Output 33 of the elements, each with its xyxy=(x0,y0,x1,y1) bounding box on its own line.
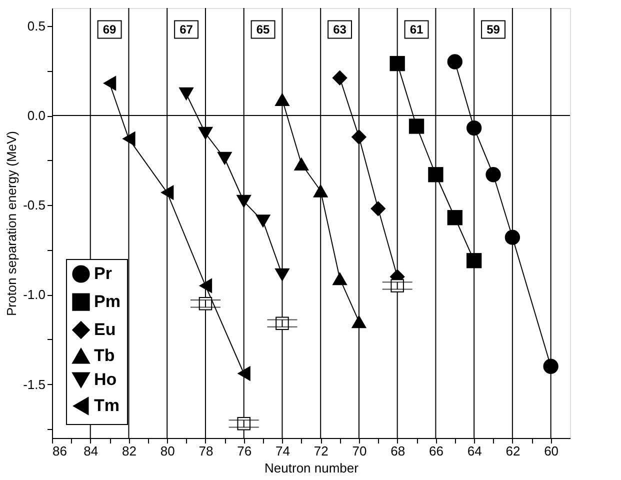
x-tick-label: 76 xyxy=(237,444,252,458)
legend-label: Tb xyxy=(94,346,115,365)
x-tick-label: 68 xyxy=(390,444,406,458)
annotation: 65 xyxy=(256,22,270,36)
y-tick-label: -0.5 xyxy=(23,198,46,213)
annotation: 63 xyxy=(333,22,347,36)
legend-label: Pr xyxy=(94,264,112,283)
y-tick-label: -1.0 xyxy=(23,287,46,302)
legend-label: Pm xyxy=(94,292,120,311)
x-tick-label: 82 xyxy=(122,444,136,458)
x-tick-label: 78 xyxy=(198,444,214,458)
annotation: 69 xyxy=(102,22,117,36)
y-tick-label: -1.5 xyxy=(23,376,46,392)
x-tick-label: 62 xyxy=(506,444,520,458)
x-tick-label: 64 xyxy=(467,444,482,458)
annotation: 59 xyxy=(486,22,500,36)
x-axis-title: Neutron number xyxy=(264,460,360,476)
annotation: 67 xyxy=(180,22,194,36)
y-axis-title: Proton separation energy (MeV) xyxy=(4,131,20,316)
x-tick-label: 84 xyxy=(84,444,98,458)
x-tick-label: 80 xyxy=(160,444,175,458)
y-tick-label: 0.5 xyxy=(27,18,46,34)
x-tick-label: 74 xyxy=(275,444,290,458)
legend-label: Ho xyxy=(94,370,117,389)
x-tick-label: 66 xyxy=(428,444,444,458)
x-tick-label: 70 xyxy=(352,444,367,458)
x-tick-label: 60 xyxy=(544,444,559,458)
legend-label: Tm xyxy=(94,396,120,415)
legend-label: Eu xyxy=(94,320,116,339)
annotation: 61 xyxy=(410,22,424,36)
y-tick-label: 0.0 xyxy=(27,108,46,123)
x-tick-label: 86 xyxy=(52,444,67,458)
x-tick-label: 72 xyxy=(314,444,328,458)
